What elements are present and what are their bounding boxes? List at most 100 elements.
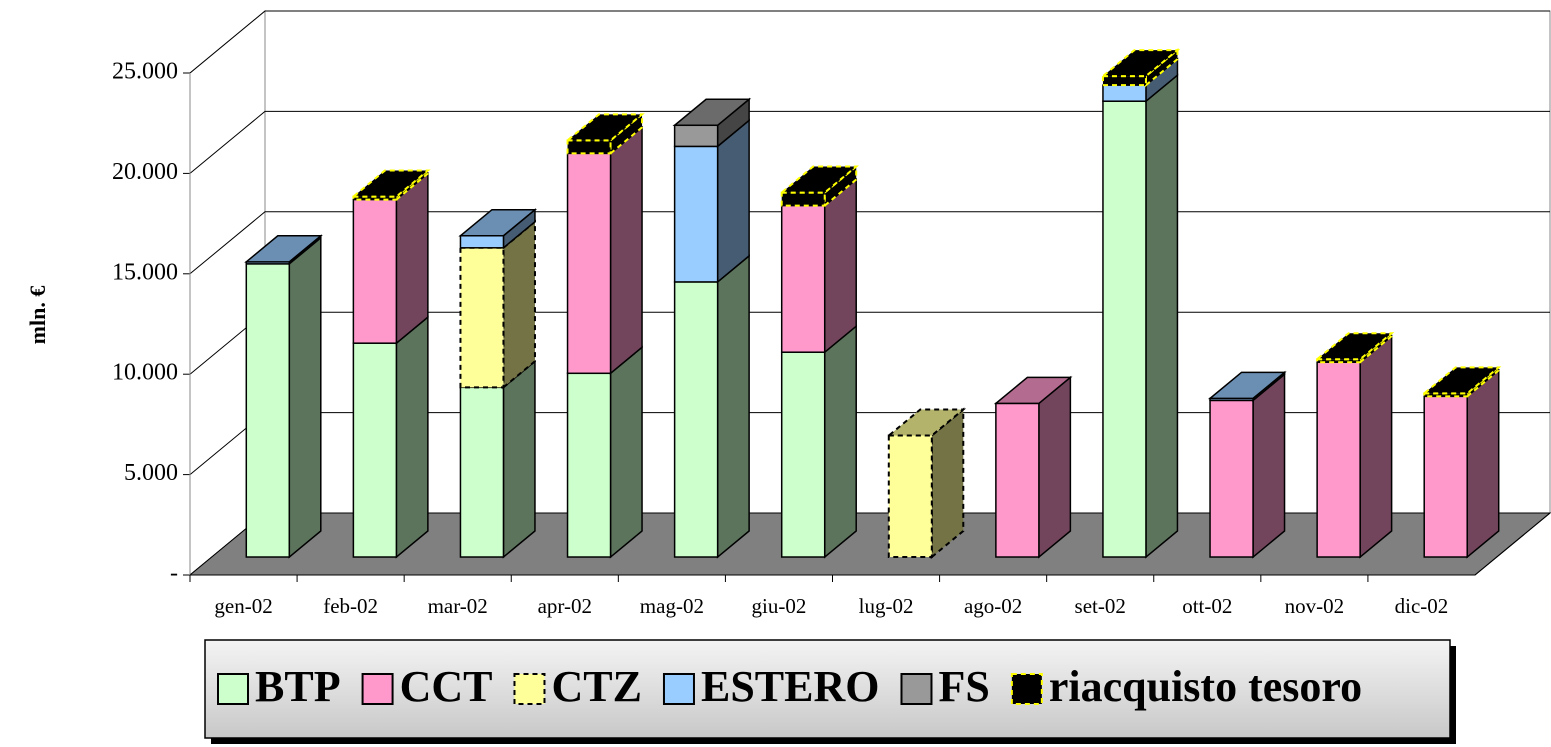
- y-tick-label: 15.000: [112, 259, 178, 285]
- bar-side: [395, 315, 429, 559]
- legend-label: CCT: [400, 662, 493, 711]
- legend-label: CTZ: [551, 662, 641, 711]
- bar-side: [716, 118, 750, 284]
- bar-top: [1100, 49, 1181, 78]
- bar-top: [350, 169, 431, 198]
- x-tick-label: ago-02: [964, 594, 1022, 618]
- bar-segment: [1423, 368, 1500, 559]
- bar: [352, 198, 398, 344]
- bar-segment: [673, 118, 750, 284]
- y-tick-label: 20.000: [112, 159, 178, 185]
- bar-side: [716, 254, 750, 559]
- bar-segment: [780, 324, 857, 559]
- bar-side: [1145, 73, 1179, 559]
- legend-label: BTP: [255, 662, 341, 711]
- bar-top: [244, 235, 323, 263]
- legend-swatch: [513, 673, 546, 705]
- bar-top: [1207, 371, 1287, 400]
- legend-label: ESTERO: [701, 662, 880, 711]
- bar-segment: [352, 171, 429, 345]
- x-tick-label: mag-02: [640, 594, 704, 618]
- bar: [459, 234, 505, 249]
- y-tick-label: 25.000: [112, 59, 178, 85]
- bar-segment: [245, 236, 322, 559]
- bar-segment: [993, 375, 1073, 559]
- x-tick-label: dic-02: [1395, 594, 1449, 618]
- bar-side: [609, 345, 643, 559]
- bar-side: [288, 236, 322, 559]
- bar: [1423, 395, 1468, 558]
- bar-segment: [459, 359, 536, 559]
- bar-side: [502, 359, 536, 559]
- bar: [459, 386, 505, 558]
- bar: [1102, 84, 1147, 102]
- bar-segment: [458, 208, 538, 250]
- bar-side: [1466, 368, 1500, 559]
- bar-side: [609, 125, 643, 375]
- legend-swatch: [1010, 673, 1043, 705]
- bar-side: [395, 171, 429, 345]
- x-tick-label: apr-02: [538, 594, 592, 618]
- bar-top: [564, 113, 645, 142]
- bar: [673, 124, 719, 148]
- bar-top: [458, 208, 538, 237]
- x-tick-label: lug-02: [859, 594, 914, 618]
- bar: [673, 145, 719, 283]
- legend-label: FS: [938, 662, 989, 711]
- bar-top: [993, 376, 1073, 405]
- legend-swatch: [900, 673, 933, 705]
- bar-segment: [564, 112, 645, 156]
- x-tick-label: ott-02: [1182, 594, 1232, 618]
- bar: [995, 402, 1040, 558]
- bar-segment: [778, 164, 859, 208]
- bar-segment: [673, 254, 750, 559]
- bar-top: [1421, 366, 1502, 395]
- bar: [459, 246, 505, 389]
- bar: [352, 342, 398, 558]
- bar-side: [1252, 372, 1286, 559]
- x-tick-label: giu-02: [752, 594, 807, 618]
- bar-segment: [244, 234, 323, 266]
- bar-segment: [459, 219, 536, 390]
- bar-top: [1314, 332, 1395, 361]
- bar: [887, 434, 933, 559]
- bar-top: [672, 98, 752, 127]
- x-tick-label: feb-02: [323, 594, 378, 618]
- bar-segment: [1316, 334, 1393, 559]
- floor-edge: [190, 512, 1551, 576]
- bar: [566, 152, 612, 375]
- bar: [780, 191, 826, 207]
- legend-label: riacquisto tesoro: [1049, 662, 1362, 711]
- legend-swatch: [662, 673, 695, 705]
- legend: [204, 639, 1451, 739]
- bar-segment: [1102, 73, 1179, 559]
- y-tick-label: 5.000: [124, 460, 178, 486]
- x-tick-label: mar-02: [428, 594, 488, 618]
- bar-side: [1038, 375, 1072, 559]
- bar-segment: [566, 125, 643, 375]
- grid-line: [189, 10, 1550, 74]
- bar-segment: [1209, 372, 1286, 559]
- bar-side: [823, 177, 857, 354]
- bar: [1102, 100, 1147, 558]
- bar: [1316, 361, 1361, 558]
- bar: [780, 351, 826, 558]
- bar: [1101, 75, 1147, 87]
- legend-swatch: [361, 673, 394, 705]
- bar: [780, 204, 826, 353]
- bar-segment: [350, 168, 431, 202]
- bar-segment: [352, 315, 429, 559]
- bar-segment: [566, 345, 643, 559]
- bar-segment: [672, 97, 752, 148]
- x-tick-label: gen-02: [214, 594, 272, 618]
- legend-swatch: [217, 673, 249, 705]
- x-tick-label: set-02: [1075, 594, 1126, 618]
- bar: [245, 263, 291, 558]
- bar-segment: [1207, 370, 1287, 402]
- bar-side: [1359, 334, 1393, 559]
- x-tick-label: nov-02: [1285, 594, 1345, 618]
- y-tick-label: -: [170, 561, 178, 587]
- bar: [1209, 399, 1254, 558]
- bar-side: [823, 324, 857, 559]
